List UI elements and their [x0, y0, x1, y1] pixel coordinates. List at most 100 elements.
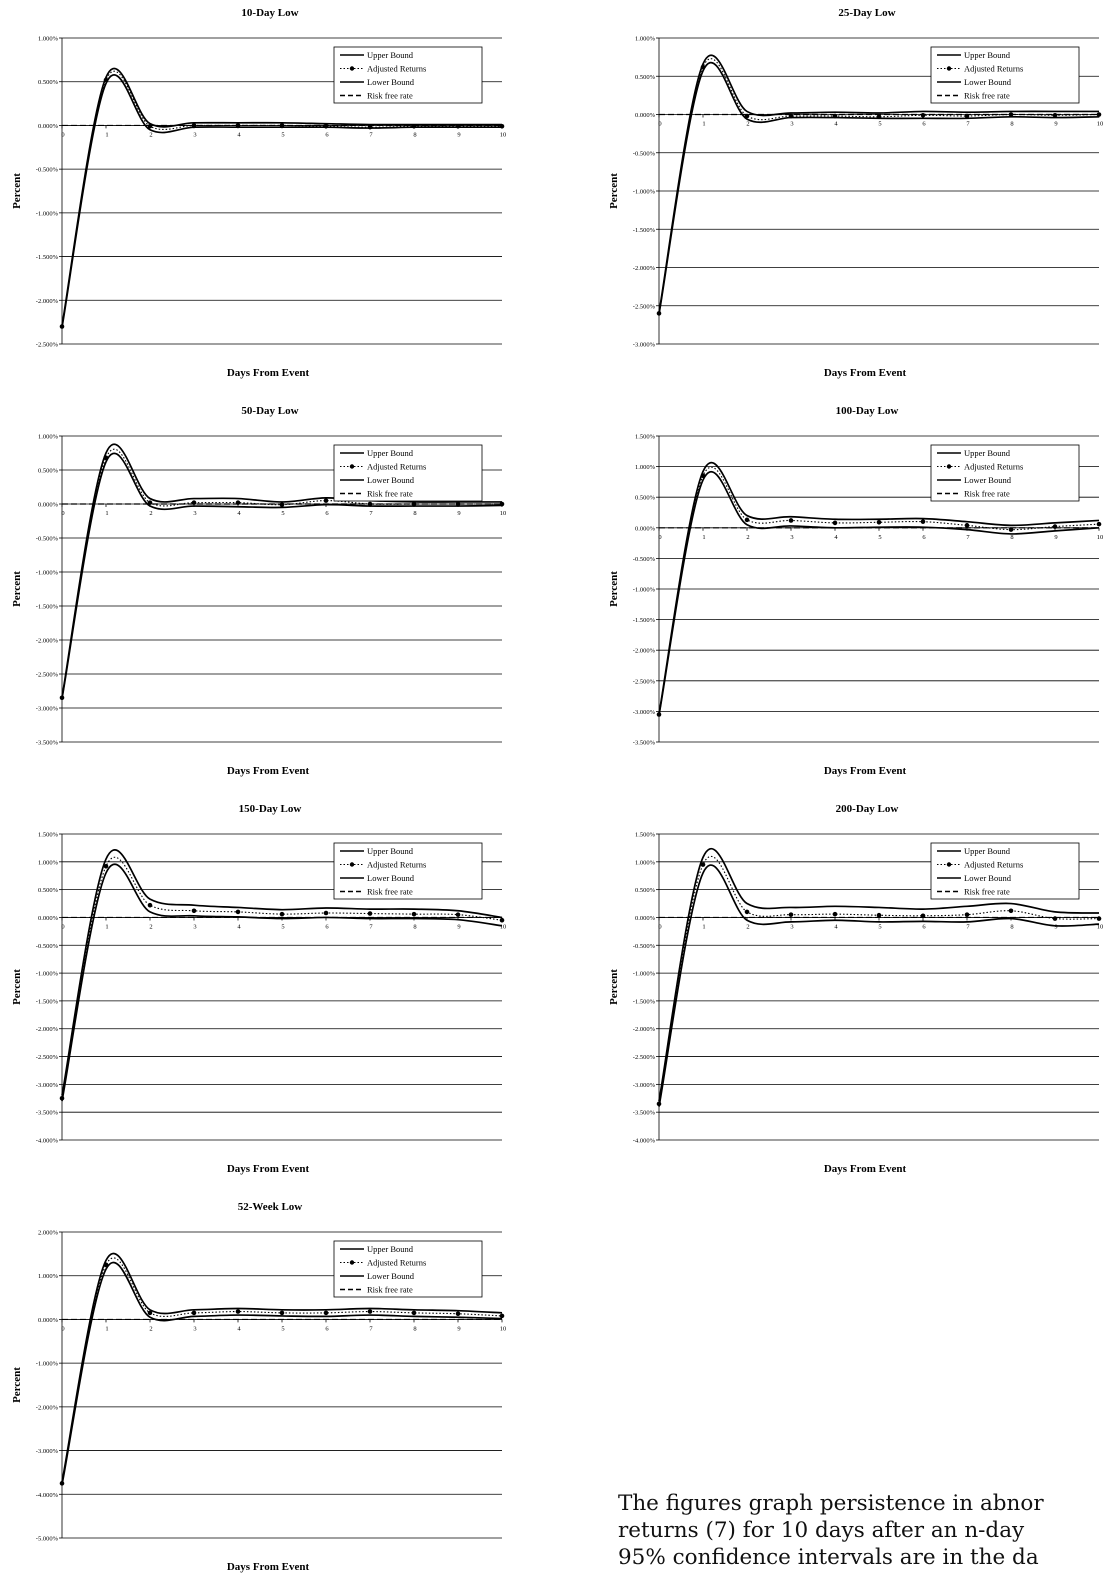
legend-box: [333, 842, 483, 900]
data-point: [1008, 527, 1014, 532]
x-axis-label: Days From Event: [227, 1163, 310, 1175]
x-tick-label: 1: [105, 131, 108, 138]
y-tick-label: -3.000%: [36, 706, 59, 713]
x-tick-label: 5: [281, 131, 284, 138]
y-axis-label: Percent: [11, 571, 23, 607]
data-point: [832, 520, 838, 526]
y-tick-label: -2.000%: [36, 298, 59, 305]
y-tick-label: -3.000%: [633, 342, 656, 349]
data-point: [499, 1313, 505, 1319]
x-tick-label: 8: [413, 510, 416, 517]
y-tick-label: -0.500%: [633, 556, 656, 563]
x-tick-label: 9: [1054, 534, 1057, 541]
y-tick-label: -2.000%: [633, 265, 656, 272]
y-tick-label: -0.500%: [633, 943, 656, 950]
y-tick-label: 0.500%: [38, 468, 59, 475]
x-tick-label: 4: [237, 510, 241, 517]
x-tick-label: 9: [457, 131, 460, 138]
legend-label: Upper Bound: [367, 1244, 414, 1254]
y-axis-label: Percent: [608, 969, 620, 1005]
chart-title: 25-Day Low: [838, 7, 895, 19]
legend-label: Upper Bound: [964, 50, 1011, 60]
data-point: [279, 1310, 285, 1316]
data-point: [279, 502, 285, 507]
y-tick-label: 1.500%: [38, 832, 59, 839]
legend-label: Adjusted Returns: [964, 462, 1023, 472]
y-tick-label: -2.500%: [633, 678, 656, 685]
x-tick-label: 2: [746, 121, 749, 128]
legend-box: [333, 46, 483, 104]
x-tick-label: 0: [61, 510, 64, 517]
legend-label: Risk free rate: [367, 91, 413, 101]
x-tick-label: 2: [746, 534, 749, 541]
y-tick-label: -1.000%: [633, 587, 656, 594]
x-tick-label: 8: [413, 923, 416, 930]
x-tick-label: 9: [457, 1325, 460, 1332]
legend-box: [930, 46, 1080, 104]
y-axis-label: Percent: [608, 173, 620, 209]
series-line-adjusted-returns: [658, 466, 1100, 715]
data-point: [964, 523, 970, 528]
x-tick-label: 4: [237, 1325, 241, 1332]
x-tick-label: 8: [413, 1325, 416, 1332]
y-tick-label: -5.000%: [36, 1536, 59, 1543]
x-tick-label: 1: [105, 923, 108, 930]
legend-box: [333, 1240, 483, 1298]
y-tick-label: 0.000%: [635, 525, 656, 532]
series-line-lower-bound: [61, 74, 502, 328]
series-line-upper-bound: [61, 67, 502, 326]
x-tick-label: 2: [149, 131, 152, 138]
x-tick-label: 10: [500, 1325, 507, 1332]
x-tick-label: 6: [325, 510, 329, 517]
x-tick-label: 1: [702, 923, 705, 930]
y-tick-label: 2.000%: [38, 1230, 59, 1237]
y-tick-label: -2.000%: [633, 1026, 656, 1033]
chart-4: 100-Day Low Percent Days From Event 1.500% 1…: [608, 405, 1103, 777]
legend-label: Lower Bound: [367, 873, 415, 883]
data-point: [876, 912, 882, 918]
y-tick-label: -1.500%: [633, 998, 656, 1005]
x-tick-label: 3: [193, 923, 196, 930]
data-point: [788, 518, 794, 523]
x-tick-label: 3: [790, 923, 793, 930]
y-tick-label: -2.000%: [36, 1404, 59, 1411]
data-point: [279, 911, 285, 917]
x-tick-label: 10: [1097, 923, 1104, 930]
y-tick-label: -1.000%: [36, 971, 59, 978]
legend-label: Adjusted Returns: [367, 462, 426, 472]
x-tick-label: 0: [61, 1325, 64, 1332]
y-tick-label: 1.500%: [635, 832, 656, 839]
x-axis-label: Days From Event: [824, 765, 907, 777]
legend-label: Risk free rate: [964, 91, 1010, 101]
legend: Upper Bound Adjusted Returns Lower Bound Ri…: [333, 1240, 483, 1298]
data-point: [455, 912, 461, 917]
legend-marker: [946, 464, 952, 469]
y-axis-label: Percent: [608, 571, 620, 607]
x-tick-label: 5: [281, 923, 284, 930]
y-tick-label: -2.500%: [36, 1054, 59, 1061]
y-tick-label: -2.000%: [36, 1026, 59, 1033]
legend-label: Upper Bound: [964, 448, 1011, 458]
y-tick-label: 1.500%: [635, 434, 656, 441]
y-tick-label: 1.000%: [38, 859, 59, 866]
y-tick-label: -3.000%: [633, 709, 656, 716]
chart-5: 150-Day Low Percent Days From Event 1.500% 1…: [11, 803, 506, 1175]
y-tick-label: -3.500%: [36, 1110, 59, 1117]
x-tick-label: 10: [500, 510, 507, 517]
data-point: [788, 912, 794, 917]
chart-title: 200-Day Low: [836, 803, 899, 815]
x-tick-label: 5: [878, 121, 881, 128]
legend-box: [930, 444, 1080, 502]
series-line-adjusted-returns: [658, 855, 1100, 1104]
x-tick-label: 0: [61, 131, 64, 138]
x-tick-label: 7: [369, 923, 373, 930]
x-tick-label: 0: [61, 923, 64, 930]
x-tick-label: 7: [369, 510, 373, 517]
x-tick-label: 2: [149, 510, 152, 517]
x-tick-label: 1: [702, 534, 705, 541]
data-point: [744, 909, 750, 915]
data-point: [1008, 908, 1014, 914]
legend: Upper Bound Adjusted Returns Lower Bound Ri…: [930, 46, 1080, 104]
legend-label: Risk free rate: [964, 489, 1010, 499]
